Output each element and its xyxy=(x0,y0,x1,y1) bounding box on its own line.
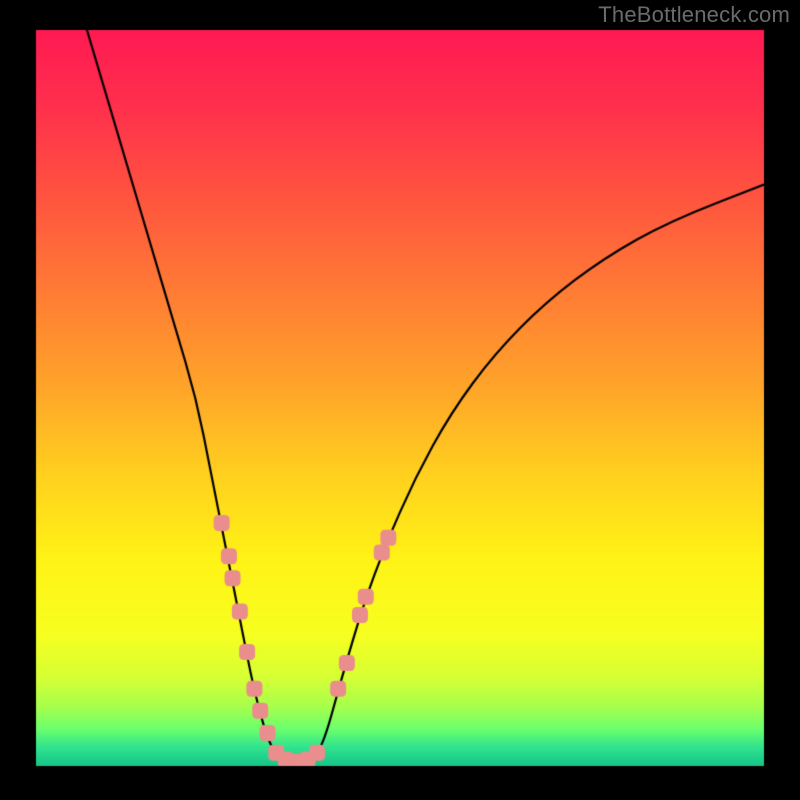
bottleneck-curve-chart xyxy=(0,0,800,800)
watermark-text: TheBottleneck.com xyxy=(598,2,790,28)
